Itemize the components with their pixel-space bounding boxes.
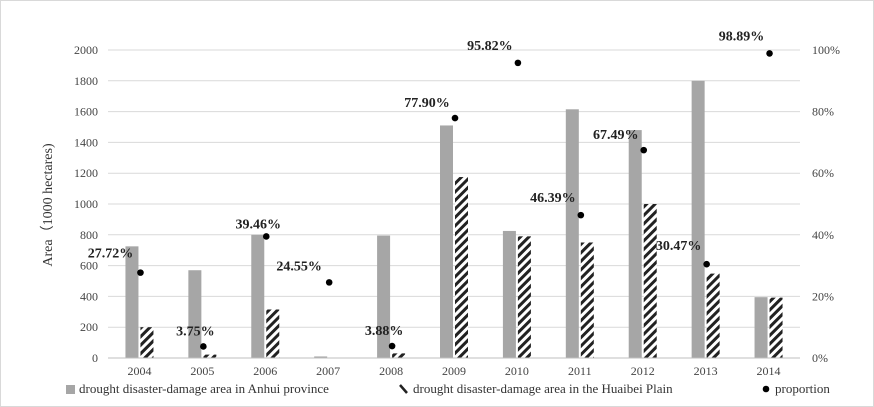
legend-swatch-proportion bbox=[762, 385, 770, 393]
proportion-point bbox=[451, 114, 459, 122]
bar-huaibei bbox=[706, 273, 720, 358]
bar-anhui bbox=[565, 109, 579, 358]
proportion-label: 46.39% bbox=[530, 191, 576, 206]
y-tick-label: 2000 bbox=[74, 43, 98, 57]
bar-anhui bbox=[440, 125, 453, 359]
y-tick-label: 1400 bbox=[74, 135, 98, 149]
proportion-point bbox=[325, 279, 333, 286]
legend: drought disaster-damage area in Anhui pr… bbox=[66, 381, 830, 396]
x-tick-label: 2007 bbox=[316, 364, 340, 378]
proportion-label: 30.47% bbox=[656, 239, 702, 254]
proportion-points bbox=[137, 50, 773, 350]
proportion-label: 98.89% bbox=[719, 29, 765, 44]
y-tick-label: 1600 bbox=[74, 105, 98, 119]
data-labels: 27.72% 3.75% 39.46% 24.55% 3.88% 77.90% 95.82%… bbox=[88, 29, 765, 339]
bar-anhui bbox=[691, 80, 705, 359]
proportion-label: 24.55% bbox=[276, 259, 322, 274]
proportion-point bbox=[640, 146, 648, 154]
y2-tick-label: 40% bbox=[812, 228, 834, 242]
x-tick-label: 2004 bbox=[127, 364, 151, 378]
bar-anhui bbox=[754, 297, 768, 358]
bar-huaibei bbox=[203, 354, 217, 358]
proportion-point bbox=[577, 211, 585, 219]
y2-tick-label: 20% bbox=[812, 289, 834, 303]
x-tick-label: 2014 bbox=[757, 364, 781, 378]
proportion-point bbox=[766, 50, 773, 57]
bar-anhui bbox=[125, 246, 139, 358]
bar-anhui bbox=[251, 234, 265, 358]
bar-huaibei bbox=[643, 204, 657, 358]
proportion-point bbox=[262, 233, 270, 240]
bar-huaibei bbox=[455, 177, 468, 358]
x-tick-label: 2013 bbox=[694, 364, 718, 378]
bar-huaibei bbox=[140, 327, 154, 358]
y-tick-label: 200 bbox=[80, 320, 98, 334]
y-tick-label: 0 bbox=[92, 351, 98, 365]
legend-swatch-huaibei bbox=[399, 384, 408, 394]
proportion-point bbox=[703, 260, 710, 268]
bar-huaibei bbox=[517, 236, 531, 358]
x-tick-label: 2008 bbox=[379, 364, 403, 378]
proportion-label: 3.75% bbox=[176, 324, 215, 339]
bar-anhui bbox=[188, 270, 202, 358]
proportion-point bbox=[514, 59, 522, 67]
bar-anhui bbox=[628, 130, 642, 358]
proportion-point bbox=[388, 342, 396, 350]
bar-huaibei bbox=[580, 242, 594, 358]
bar-anhui bbox=[377, 235, 391, 358]
y-tick-label: 600 bbox=[80, 259, 98, 273]
y2-tick-label: 100% bbox=[812, 43, 840, 57]
y2-tick-label: 0% bbox=[812, 351, 828, 365]
y-axis-title: Area（1000 hectares) bbox=[40, 143, 56, 267]
legend-swatch-anhui bbox=[66, 385, 75, 394]
y2-tick-label: 60% bbox=[812, 166, 834, 180]
y-tick-label: 1800 bbox=[74, 74, 98, 88]
y-tick-label: 1000 bbox=[74, 197, 98, 211]
proportion-label: 77.90% bbox=[404, 96, 450, 111]
bar-anhui bbox=[314, 356, 328, 358]
y-tick-label: 1200 bbox=[74, 166, 98, 180]
bar-huaibei bbox=[392, 353, 406, 358]
x-tick-label: 2010 bbox=[505, 364, 529, 378]
proportion-label: 27.72% bbox=[88, 247, 134, 262]
bar-huaibei bbox=[769, 297, 783, 358]
legend-label-huaibei: drought disaster-damage area in the Huai… bbox=[413, 381, 673, 396]
x-tick-label: 2009 bbox=[442, 364, 466, 378]
gridlines bbox=[108, 49, 800, 328]
x-tick-label: 2011 bbox=[568, 364, 592, 378]
legend-label-anhui: drought disaster-damage area in Anhui pr… bbox=[79, 381, 329, 396]
y2-tick-label: 80% bbox=[812, 105, 834, 119]
x-tick-label: 2005 bbox=[190, 364, 214, 378]
axes: 0 200 400 600 800 1000 1200 1400 1600 1800 2000 0% 2… bbox=[74, 43, 840, 378]
bar-huaibei bbox=[266, 309, 280, 358]
proportion-label: 3.88% bbox=[365, 324, 404, 339]
proportion-label: 95.82% bbox=[467, 39, 513, 54]
proportion-label: 39.46% bbox=[236, 217, 282, 232]
proportion-point bbox=[200, 343, 207, 350]
x-tick-label: 2006 bbox=[253, 364, 277, 378]
y-tick-label: 800 bbox=[80, 228, 98, 242]
proportion-label: 67.49% bbox=[593, 128, 639, 143]
legend-label-proportion: proportion bbox=[775, 381, 830, 396]
bars bbox=[125, 80, 783, 359]
y-tick-label: 400 bbox=[80, 289, 98, 303]
x-tick-label: 2012 bbox=[631, 364, 655, 378]
bar-anhui bbox=[502, 230, 516, 358]
proportion-point bbox=[137, 269, 144, 276]
